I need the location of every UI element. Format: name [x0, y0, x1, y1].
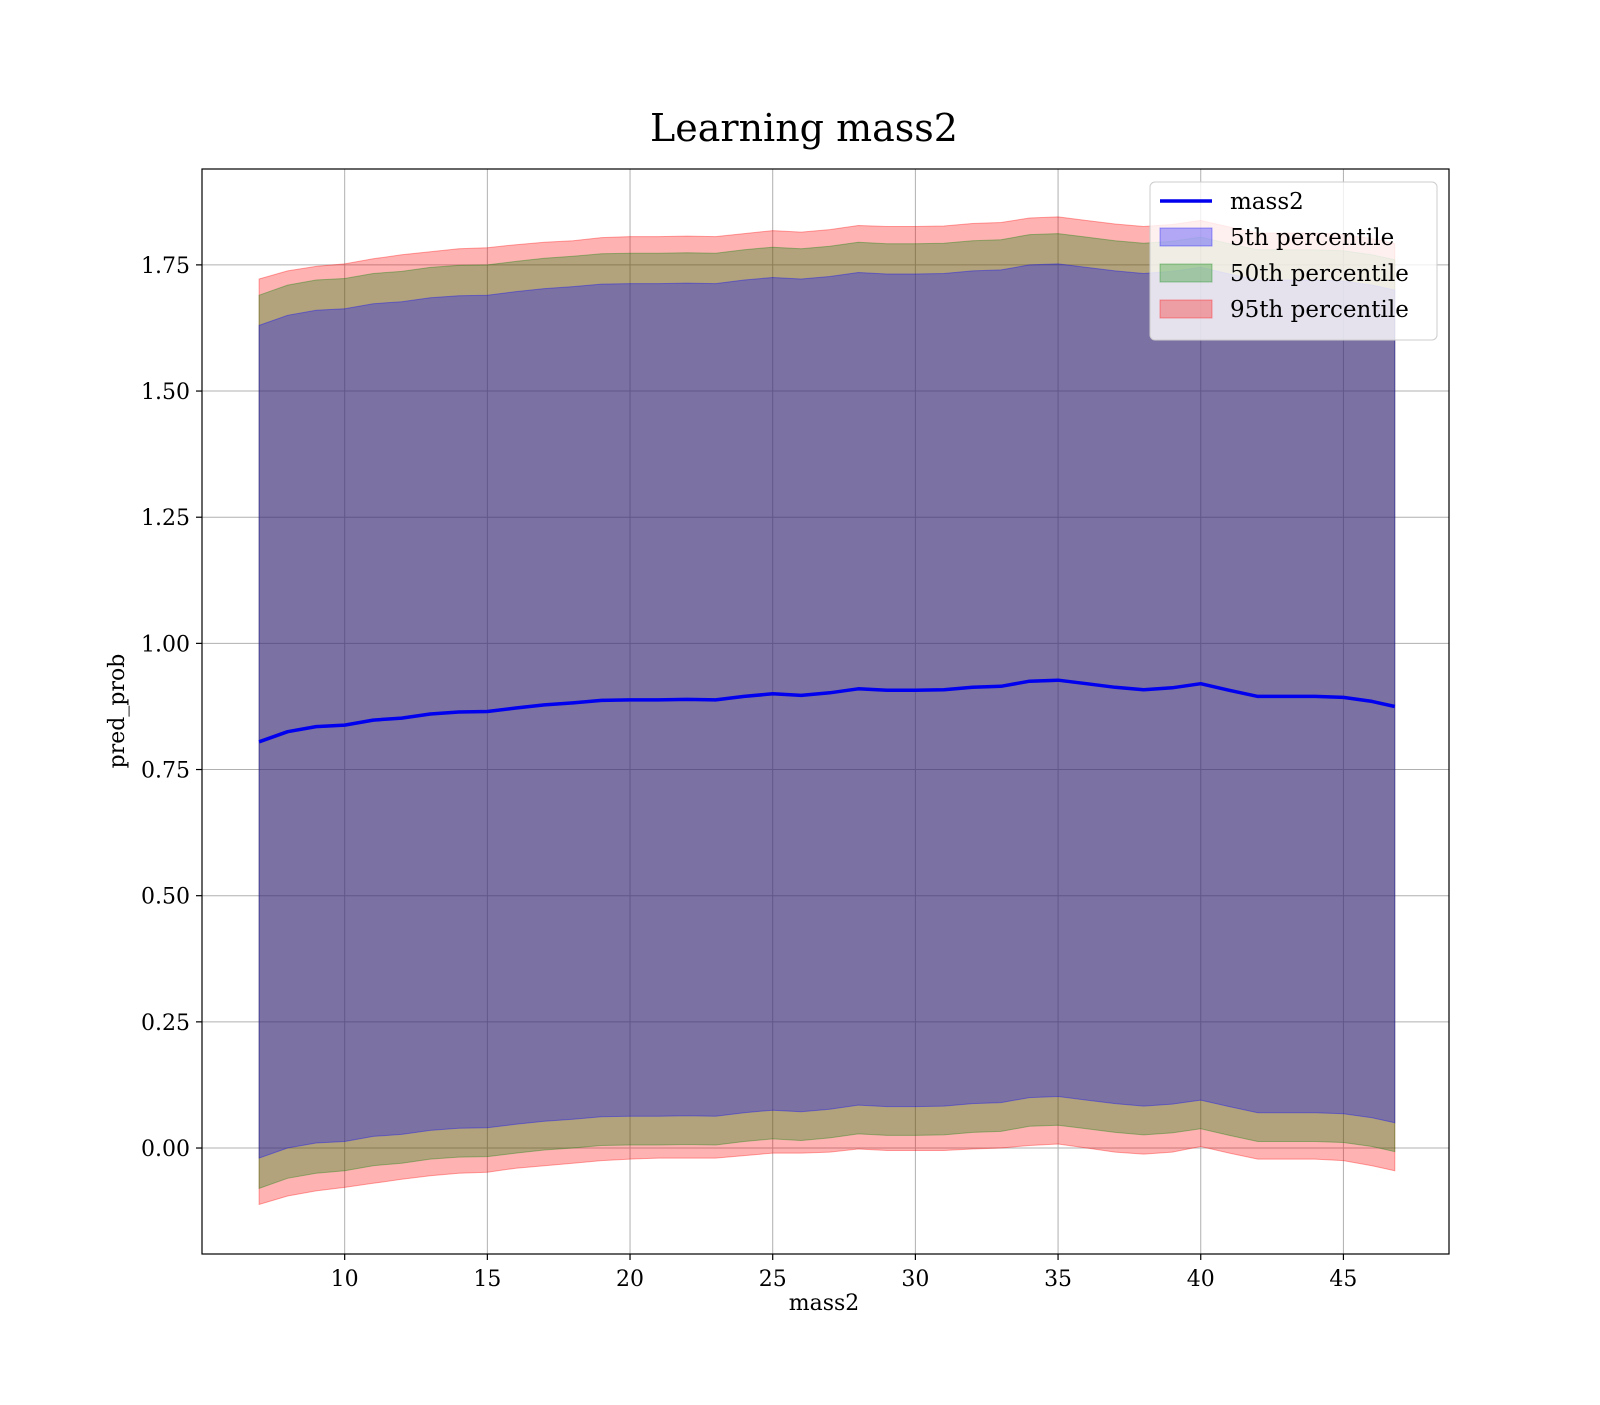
y-tick-label: 0.50	[141, 885, 190, 910]
band-95th-percentile	[258, 216, 1396, 1206]
line-mass2	[258, 678, 1396, 744]
legend-box	[1149, 181, 1438, 341]
y-tick-label: 1.50	[141, 380, 190, 405]
x-tick-label: 30	[901, 1267, 929, 1292]
y-axis-label: pred_prob	[105, 654, 130, 769]
y-tick-label: 1.25	[141, 506, 190, 531]
legend-swatch-95th-percentile	[1159, 299, 1213, 319]
x-tick-label: 25	[759, 1267, 787, 1292]
y-tick-label: 1.00	[141, 632, 190, 657]
y-tick-label: 0.00	[141, 1137, 190, 1162]
chart-title: Learning mass2	[650, 106, 958, 150]
legend-label-5th-percentile: 5th percentile	[1230, 225, 1394, 251]
y-tick-label: 0.75	[141, 759, 190, 784]
x-tick-label: 20	[616, 1267, 644, 1292]
percentile-bands	[258, 216, 1396, 1206]
legend-label-50th-percentile: 50th percentile	[1230, 261, 1409, 287]
y-tick-label: 0.25	[141, 1011, 190, 1036]
band-5th-percentile	[258, 263, 1396, 1159]
band-50th-percentile	[258, 233, 1396, 1190]
x-tick-label: 15	[473, 1267, 501, 1292]
x-tick-label: 45	[1329, 1267, 1357, 1292]
x-tick-label: 35	[1044, 1267, 1072, 1292]
plot-area	[202, 169, 1449, 1254]
y-tick-label: 1.75	[141, 254, 190, 279]
legend: mass2 5th percentile 50th percentile 95th p…	[1149, 181, 1438, 341]
x-axis-label: mass2	[789, 1291, 860, 1316]
legend-swatch-5th-percentile	[1159, 227, 1213, 247]
x-tick-label: 10	[331, 1267, 359, 1292]
plot-frame	[201, 168, 1450, 1255]
legend-swatch-50th-percentile	[1159, 263, 1213, 283]
series-lines	[258, 678, 1396, 744]
legend-label-95th-percentile: 95th percentile	[1230, 297, 1409, 323]
x-tick-label: 40	[1187, 1267, 1215, 1292]
axis-ticks: 10 15 20 25 30 35 40 45 0.00 0.25 0.50 0.75 1.00 1.25…	[141, 254, 1357, 1292]
legend-label-mass2: mass2	[1230, 189, 1304, 215]
